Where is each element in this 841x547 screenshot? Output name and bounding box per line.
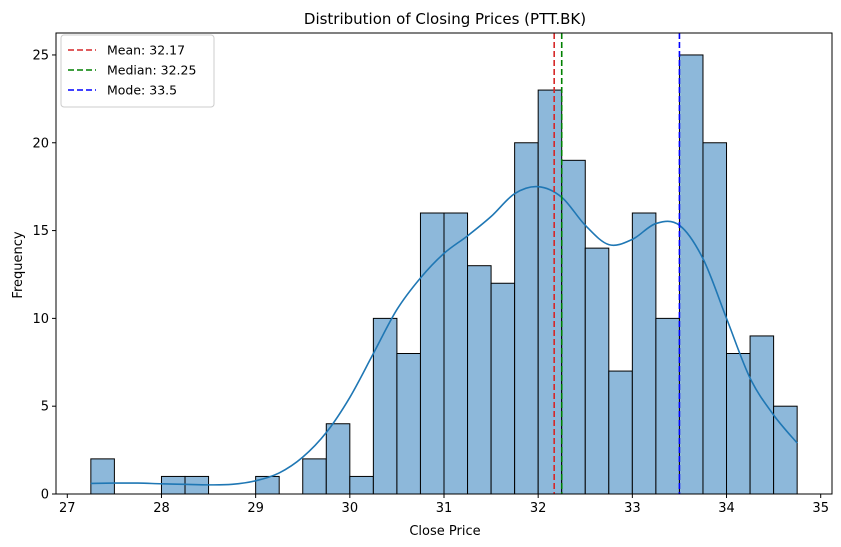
histogram-bar [537,89,563,495]
x-tick-label: 27 [59,501,76,516]
kde-curve [90,185,798,486]
x-axis-title: Close Price [409,524,480,539]
histogram-bar [726,353,751,495]
histogram-bar [631,212,657,495]
x-tick-label: 31 [436,501,453,516]
x-tick-label: 33 [624,501,641,516]
chart-title: Distribution of Closing Prices (PTT.BK) [304,10,586,28]
histogram-bar [655,317,680,495]
histogram-bar [702,142,728,495]
histogram-bars [90,54,798,495]
x-tick-label: 34 [718,501,735,516]
histogram-bar [325,423,351,495]
histogram-bar [467,265,492,495]
y-tick-label: 10 [32,312,49,327]
x-tick-label: 30 [342,501,359,516]
histogram-bar [678,54,704,495]
y-tick-label: 5 [41,400,49,415]
histogram-bar [396,353,421,495]
histogram-bar [514,142,539,495]
histogram-bar [490,282,516,495]
histogram-bar [255,475,280,495]
kde-line [90,185,798,486]
legend-box [60,34,215,108]
y-tick-label: 25 [32,48,49,63]
legend-label: Mode: 33.5 [107,83,177,98]
histogram-bar [584,247,610,495]
histogram-bar [90,458,115,495]
y-tick-label: 15 [32,224,49,239]
x-tick-label: 28 [153,501,170,516]
histogram-bar [419,212,445,495]
histogram-bar [749,335,775,495]
histogram-bar [302,458,327,495]
y-axis: 0 5 10 15 20 25 [32,48,56,503]
x-tick-label: 32 [530,501,547,516]
legend: Mean: 32.17 Median: 32.25 Mode: 33.5 [60,34,215,108]
x-tick-label: 29 [247,501,264,516]
histogram-bar [372,317,398,495]
legend-label: Median: 32.25 [107,63,196,78]
y-tick-label: 20 [32,136,49,151]
y-tick-label: 0 [41,488,49,503]
legend-label: Mean: 32.17 [107,43,185,58]
histogram-bar [349,475,374,495]
reference-lines [553,33,681,494]
histogram-bar [608,370,633,495]
histogram-bar [160,475,186,495]
y-axis-title: Frequency [11,231,26,298]
histogram-bar [443,212,469,495]
x-axis: 27 28 29 30 31 32 33 34 35 [59,494,829,516]
x-tick-label: 35 [812,501,829,516]
